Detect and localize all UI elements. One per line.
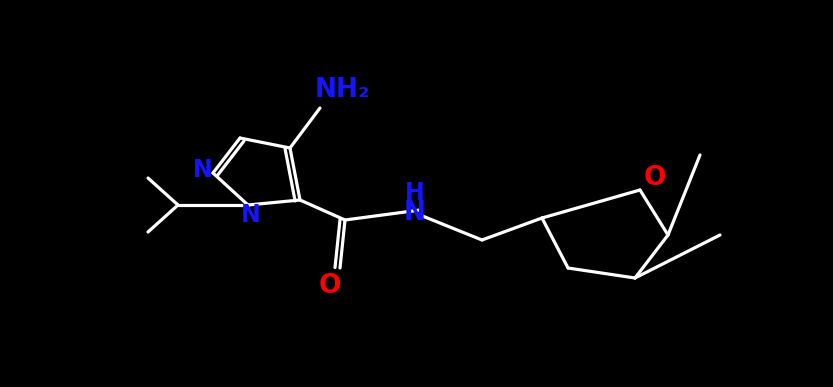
Text: N: N [241, 203, 261, 227]
Text: O: O [319, 273, 342, 299]
Text: O: O [644, 165, 666, 191]
Text: H: H [405, 181, 425, 205]
Text: NH₂: NH₂ [314, 77, 370, 103]
Text: N: N [193, 158, 213, 182]
Text: N: N [404, 200, 426, 226]
